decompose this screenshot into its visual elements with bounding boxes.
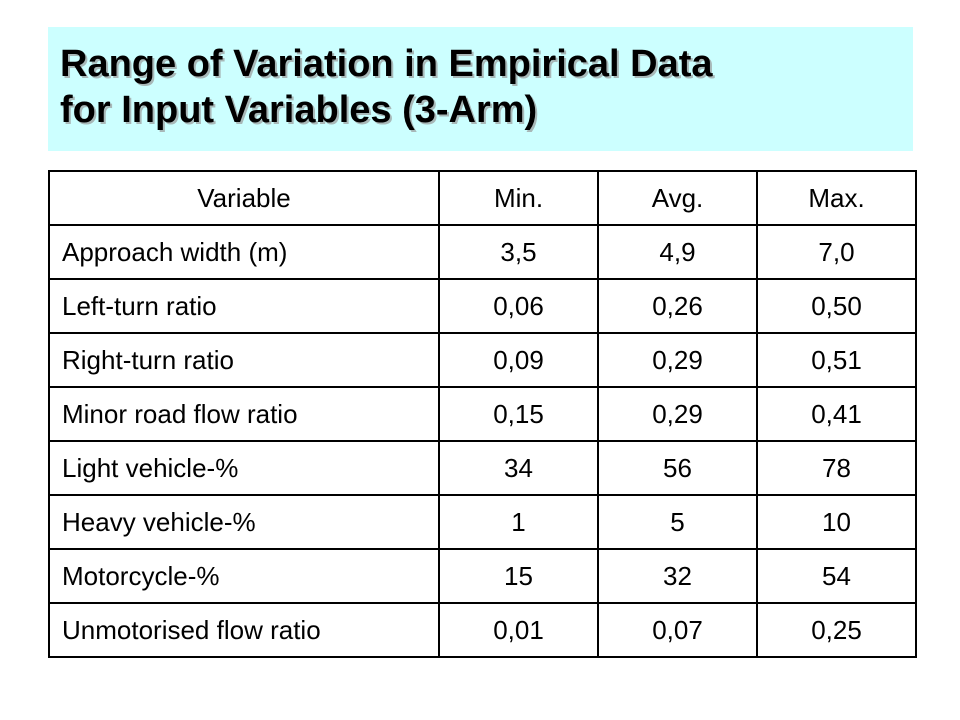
header-avg: Avg. (597, 170, 758, 226)
max-cell: 10 (756, 494, 917, 550)
table-header: Variable Min. Avg. Max. (48, 170, 917, 226)
min-cell: 34 (438, 440, 599, 496)
title-banner: Range of Variation in Empirical Data for… (48, 27, 913, 151)
avg-cell: 32 (597, 548, 758, 604)
min-cell: 0,09 (438, 332, 599, 388)
table-row: Approach width (m) 3,5 4,9 7,0 (48, 224, 917, 280)
header-row: Variable Min. Avg. Max. (48, 170, 917, 226)
variable-cell: Approach width (m) (48, 224, 440, 280)
avg-cell: 5 (597, 494, 758, 550)
avg-cell: 0,29 (597, 386, 758, 442)
table-row: Heavy vehicle-% 1 5 10 (48, 494, 917, 550)
max-cell: 0,51 (756, 332, 917, 388)
variable-cell: Heavy vehicle-% (48, 494, 440, 550)
max-cell: 0,50 (756, 278, 917, 334)
max-cell: 7,0 (756, 224, 917, 280)
variation-table: Variable Min. Avg. Max. Approach width (… (48, 170, 917, 658)
slide-title-line-2: for Input Variables (3-Arm) (60, 89, 538, 131)
max-cell: 0,41 (756, 386, 917, 442)
slide-title-line-1: Range of Variation in Empirical Data (60, 43, 713, 85)
table-row: Minor road flow ratio 0,15 0,29 0,41 (48, 386, 917, 442)
min-cell: 15 (438, 548, 599, 604)
table-row: Left-turn ratio 0,06 0,26 0,50 (48, 278, 917, 334)
variable-cell: Minor road flow ratio (48, 386, 440, 442)
table-row: Motorcycle-% 15 32 54 (48, 548, 917, 604)
variable-cell: Unmotorised flow ratio (48, 602, 440, 658)
min-cell: 3,5 (438, 224, 599, 280)
min-cell: 0,06 (438, 278, 599, 334)
max-cell: 54 (756, 548, 917, 604)
avg-cell: 0,07 (597, 602, 758, 658)
slide-title: Range of Variation in Empirical Data for… (60, 41, 713, 133)
table-row: Unmotorised flow ratio 0,01 0,07 0,25 (48, 602, 917, 658)
max-cell: 78 (756, 440, 917, 496)
table-row: Right-turn ratio 0,09 0,29 0,51 (48, 332, 917, 388)
variable-cell: Light vehicle-% (48, 440, 440, 496)
header-variable: Variable (48, 170, 440, 226)
variable-cell: Motorcycle-% (48, 548, 440, 604)
min-cell: 0,01 (438, 602, 599, 658)
header-min: Min. (438, 170, 599, 226)
variable-cell: Right-turn ratio (48, 332, 440, 388)
avg-cell: 56 (597, 440, 758, 496)
max-cell: 0,25 (756, 602, 917, 658)
avg-cell: 0,29 (597, 332, 758, 388)
avg-cell: 0,26 (597, 278, 758, 334)
min-cell: 0,15 (438, 386, 599, 442)
variable-cell: Left-turn ratio (48, 278, 440, 334)
header-max: Max. (756, 170, 917, 226)
avg-cell: 4,9 (597, 224, 758, 280)
min-cell: 1 (438, 494, 599, 550)
table-row: Light vehicle-% 34 56 78 (48, 440, 917, 496)
table-body: Approach width (m) 3,5 4,9 7,0 Left-turn… (48, 224, 917, 658)
